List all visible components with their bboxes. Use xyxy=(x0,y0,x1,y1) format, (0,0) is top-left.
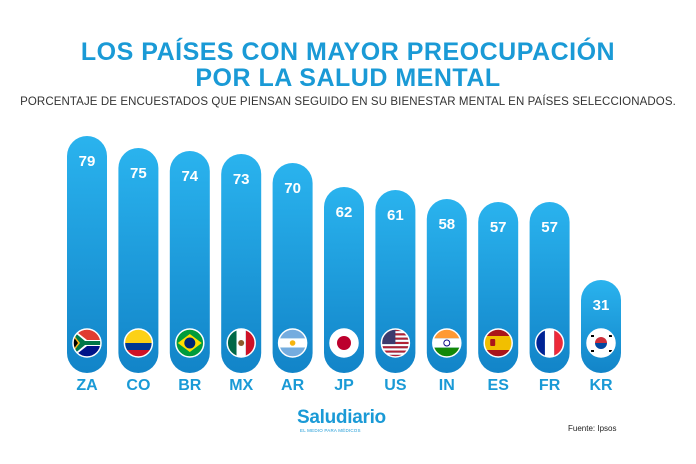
india-flag xyxy=(432,329,461,357)
france-flag xyxy=(535,329,564,357)
data-label-jp: 62 xyxy=(336,204,353,221)
bar-us xyxy=(375,190,416,373)
bar-co xyxy=(118,148,159,373)
brazil-flag xyxy=(175,329,204,357)
bar-mx xyxy=(221,154,262,373)
chart-subtitle: PORCENTAJE DE ENCUESTADOS QUE PIENSAN SE… xyxy=(20,96,676,108)
japan-flag xyxy=(330,329,358,357)
data-label-kr: 31 xyxy=(593,297,610,314)
bar-br xyxy=(169,151,210,373)
colombia-flag xyxy=(124,329,153,357)
data-label-ar: 70 xyxy=(284,180,301,197)
data-label-us: 61 xyxy=(387,207,404,224)
data-label-fr: 57 xyxy=(541,219,558,236)
data-label-za: 79 xyxy=(79,153,96,170)
chart-title-line-1: LOS PAÍSES CON MAYOR PREOCUPACIÓN xyxy=(80,38,616,66)
bar-in xyxy=(426,199,467,373)
tick-label-ar: AR xyxy=(281,377,305,394)
tick-label-es: ES xyxy=(488,377,510,394)
south-korea-flag xyxy=(587,329,615,357)
tick-label-co: CO xyxy=(126,377,150,394)
bar-ar xyxy=(272,163,313,373)
logo-tagline: EL MEDIO PARA MÉDICOS xyxy=(300,428,361,433)
tick-label-br: BR xyxy=(178,377,202,394)
bar-za xyxy=(67,136,107,373)
saludiario-logo: Saludiario xyxy=(297,407,386,428)
tick-label-jp: JP xyxy=(334,377,354,394)
data-label-co: 75 xyxy=(130,165,147,182)
tick-label-za: ZA xyxy=(76,377,98,394)
mexico-flag xyxy=(227,329,256,357)
data-label-es: 57 xyxy=(490,219,507,236)
bar-es xyxy=(478,202,519,373)
tick-label-fr: FR xyxy=(539,377,561,394)
argentina-flag xyxy=(278,329,307,357)
spain-flag xyxy=(484,329,513,357)
chart-title-line-2: POR LA SALUD MENTAL xyxy=(195,64,501,92)
tick-label-us: US xyxy=(384,377,407,394)
tick-label-in: IN xyxy=(439,377,455,394)
bar-fr xyxy=(529,202,570,373)
data-label-mx: 73 xyxy=(233,171,250,188)
data-label-in: 58 xyxy=(438,216,455,233)
tick-label-kr: KR xyxy=(589,377,613,394)
data-label-br: 74 xyxy=(181,168,198,185)
bar-kr xyxy=(581,280,621,373)
south-africa-flag xyxy=(73,329,101,357)
tick-label-mx: MX xyxy=(229,377,253,394)
source-note: Fuente: Ipsos xyxy=(568,424,617,433)
bar-jp xyxy=(324,187,364,373)
